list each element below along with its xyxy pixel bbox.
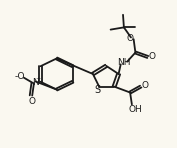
Text: O: O <box>142 81 149 90</box>
Text: O: O <box>126 34 133 43</box>
Text: OH: OH <box>129 106 143 114</box>
Text: NH: NH <box>117 58 131 67</box>
Text: N: N <box>33 78 39 87</box>
Text: +: + <box>36 76 41 81</box>
Text: O: O <box>148 52 155 61</box>
Text: S: S <box>94 85 100 95</box>
Text: -O: -O <box>15 73 25 81</box>
Text: O: O <box>28 97 35 106</box>
